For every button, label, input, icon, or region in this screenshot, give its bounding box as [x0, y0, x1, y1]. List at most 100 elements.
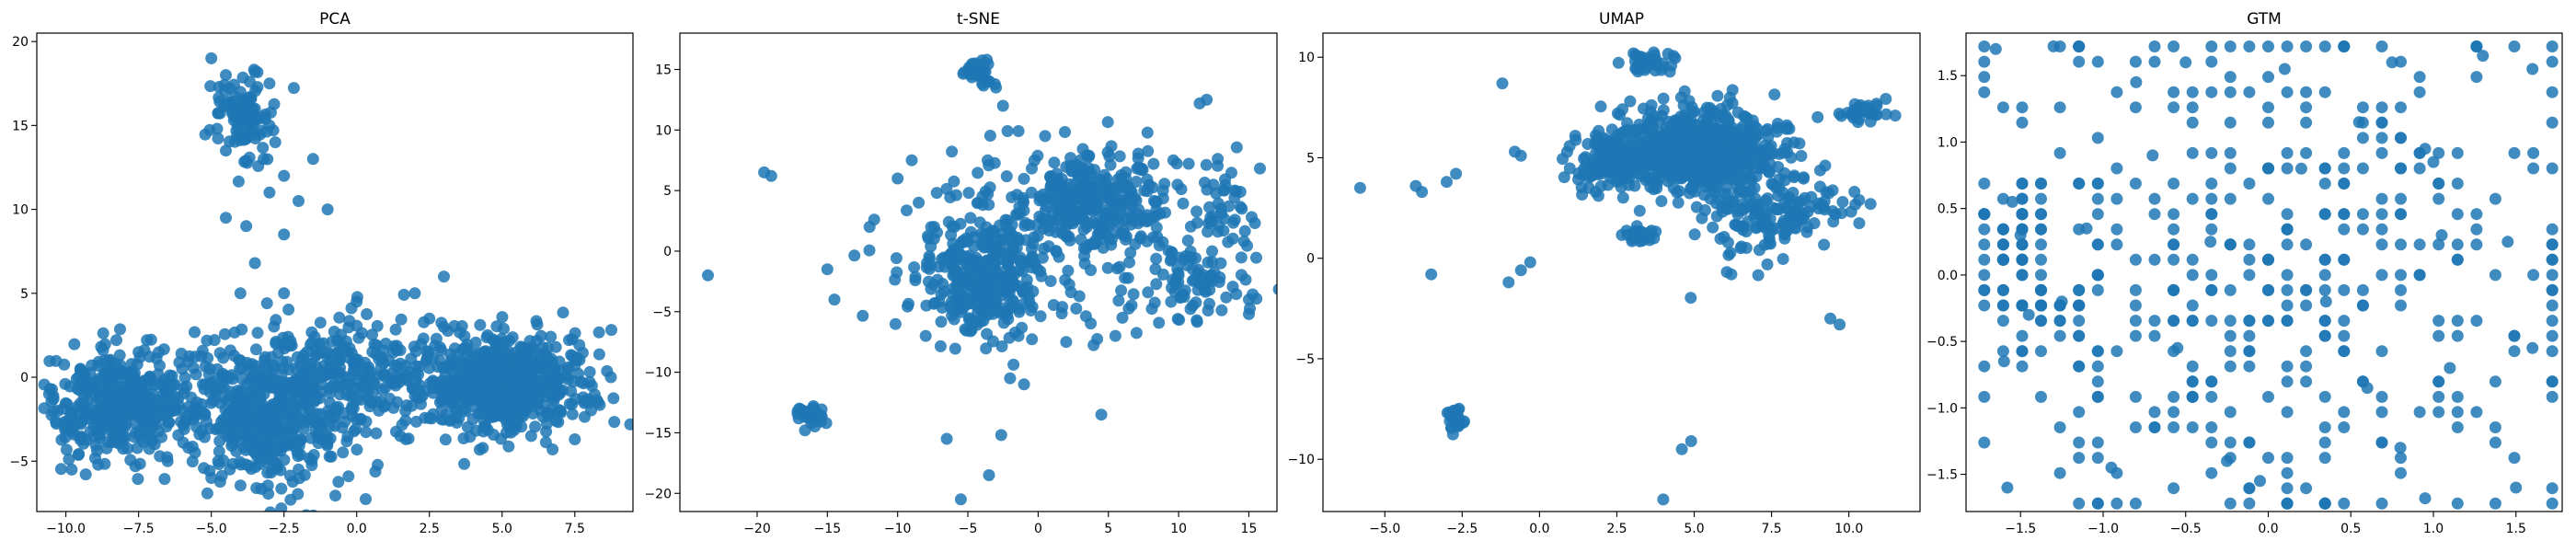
pca-point [73, 448, 86, 460]
pca-point [343, 315, 356, 328]
tsne-point [1116, 311, 1129, 324]
tsne-point [1008, 279, 1021, 292]
tsne-point [1238, 224, 1251, 237]
pca-point [261, 479, 274, 492]
pca-x-tick-label: 2.5 [420, 522, 440, 536]
umap-point [1621, 123, 1633, 136]
gtm-point [2224, 283, 2237, 296]
gtm-point [2186, 146, 2199, 159]
gtm-point [2053, 101, 2066, 114]
pca-point [496, 397, 509, 409]
pca-point [236, 71, 249, 84]
pca-point [566, 408, 579, 420]
pca-point [310, 350, 322, 362]
gtm-point [2073, 55, 2086, 68]
tsne-y-tick-label: 10 [655, 123, 672, 138]
gtm-point [2205, 421, 2218, 433]
gtm-point [2186, 375, 2199, 388]
tsne-point [983, 159, 995, 172]
gtm-point [2281, 497, 2294, 510]
umap-point [1836, 196, 1849, 208]
umap-point [1733, 160, 1746, 173]
pca-x-tick-label: −2.5 [269, 522, 300, 536]
pca-point [294, 403, 307, 416]
umap-point [1645, 224, 1658, 237]
gtm-point [2035, 208, 2047, 221]
pca-point [370, 348, 383, 361]
umap-point [1514, 149, 1527, 162]
gtm-point [2053, 146, 2066, 159]
tsne-point [1101, 261, 1114, 274]
pca-point [291, 446, 304, 458]
gtm-point [2451, 421, 2464, 433]
pca-x-tick-label: 5.0 [492, 522, 512, 536]
pca-point [204, 376, 217, 389]
pca-point [340, 435, 353, 448]
gtm-point [2546, 315, 2559, 328]
umap-point [1835, 207, 1848, 220]
tsne-point [972, 302, 985, 315]
tsne-point [964, 325, 977, 338]
umap-point [1572, 167, 1585, 179]
pca-point [263, 405, 276, 417]
tsne-y-tick-label: −15 [644, 426, 672, 441]
pca-point [493, 409, 506, 422]
pca-point [339, 343, 351, 356]
tsne-point [995, 429, 1007, 442]
umap-point [1889, 109, 1902, 122]
gtm-point [2243, 482, 2256, 495]
pca-point [226, 457, 239, 470]
tsne-x-tick-label: 0 [1034, 522, 1042, 536]
tsne-point [1201, 183, 1213, 196]
gtm-point [2508, 452, 2521, 465]
pca-point [408, 287, 421, 300]
gtm-point [2546, 375, 2559, 388]
pca-point [58, 358, 71, 371]
tsne-x-tick-label: 10 [1170, 522, 1187, 536]
pca-point [59, 377, 72, 390]
pca-point [220, 421, 232, 434]
pca-point [340, 388, 353, 401]
gtm-point [2105, 461, 2118, 474]
gtm-point [2168, 390, 2180, 403]
gtm-point [2035, 269, 2047, 282]
gtm-point [2508, 40, 2521, 52]
gtm-point [2395, 208, 2407, 221]
gtm-point [2205, 436, 2218, 449]
umap-point [1441, 176, 1453, 189]
pca-point [390, 344, 403, 357]
tsne-point [991, 305, 1004, 317]
gtm-point [2053, 421, 2066, 433]
umap-point [1353, 181, 1366, 194]
umap-point [1880, 93, 1892, 105]
gtm-y-tick-label: 0.5 [1938, 202, 1958, 217]
tsne-point [1243, 307, 1255, 320]
tsne-point [1218, 213, 1231, 225]
tsne-point [903, 297, 914, 310]
tsne-point [1098, 221, 1110, 234]
umap-point [1725, 268, 1738, 281]
gtm-point [2281, 283, 2294, 296]
gtm-point [2073, 452, 2086, 465]
gtm-point [2073, 329, 2086, 342]
pca-point [357, 380, 370, 392]
tsne-point [1036, 213, 1049, 224]
umap-y-tick-label: 10 [1298, 51, 1315, 65]
gtm-point [2338, 421, 2351, 433]
gtm-point [2546, 238, 2559, 251]
gtm-point [2205, 223, 2218, 236]
gtm-point [2129, 390, 2142, 403]
tsne-point [920, 261, 933, 274]
gtm-point [2243, 360, 2256, 373]
tsne-point [807, 414, 820, 427]
umap-point [1716, 142, 1729, 155]
pca-point [329, 489, 341, 502]
gtm-point [2501, 236, 2514, 248]
gtm-point [2395, 269, 2407, 282]
pca-point [423, 377, 436, 390]
umap-point [1595, 146, 1607, 159]
pca-point [592, 396, 604, 408]
pca-point [249, 360, 262, 373]
gtm-point [2395, 132, 2407, 144]
